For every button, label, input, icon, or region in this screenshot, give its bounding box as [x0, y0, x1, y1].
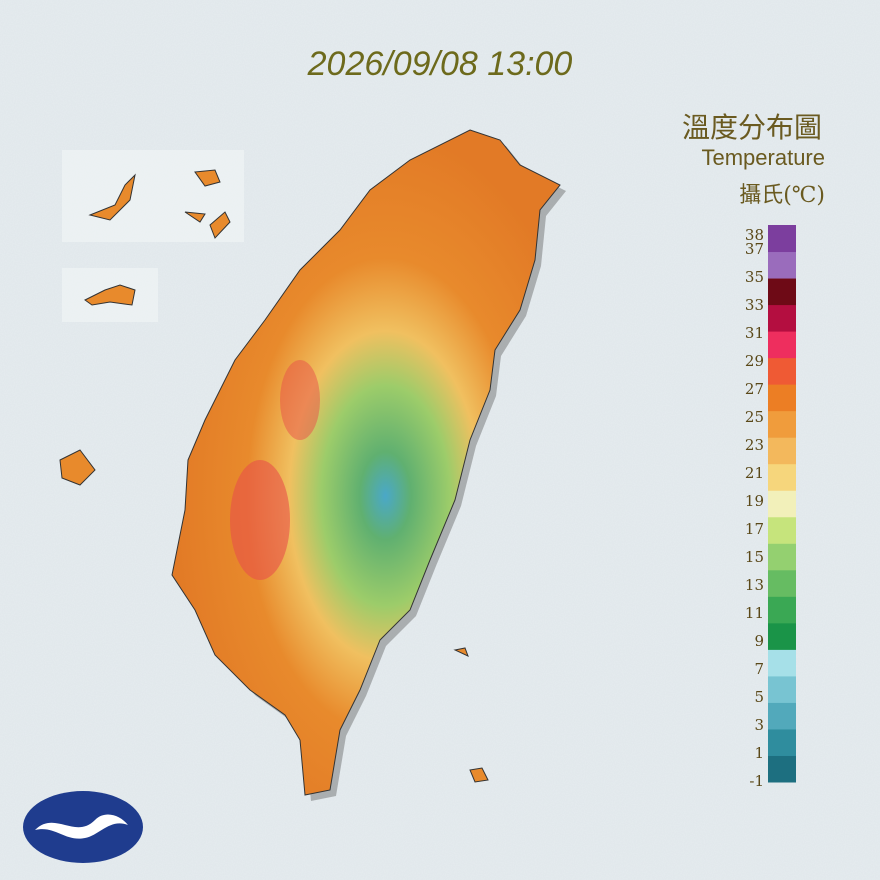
- legend-label: 33: [745, 296, 764, 314]
- legend-swatch: [768, 675, 796, 703]
- legend-swatch: [768, 569, 796, 597]
- legend-swatch: [768, 384, 796, 412]
- legend-swatch: [768, 437, 796, 465]
- legend-label: 31: [745, 324, 764, 342]
- logo-wave: [35, 814, 128, 839]
- legend-label: 27: [745, 380, 764, 398]
- legend-label: 21: [745, 464, 764, 482]
- legend-title: 溫度分布圖: [682, 111, 822, 144]
- legend-label: 11: [745, 604, 764, 622]
- matsu: [88, 173, 136, 221]
- legend-swatch: [768, 543, 796, 571]
- legend-swatch: [768, 755, 796, 783]
- hot-area: [280, 360, 320, 440]
- legend-swatch: [768, 490, 796, 518]
- matsu: [184, 169, 231, 239]
- legend-swatch: [768, 251, 796, 279]
- taiwan-island: [171, 129, 561, 796]
- legend-swatch: [768, 463, 796, 491]
- legend-label: 1: [754, 744, 764, 762]
- hot-area: [230, 460, 290, 580]
- legend-label: 19: [745, 492, 764, 510]
- legend-swatch: [768, 357, 796, 385]
- legend-swatch: [768, 516, 796, 544]
- legend-swatch: [768, 225, 796, 253]
- island: [469, 767, 489, 783]
- legend-label: 3: [754, 716, 764, 734]
- legend-swatch: [768, 596, 796, 624]
- legend-label: 35: [745, 268, 764, 286]
- taiwan-map: [59, 129, 566, 801]
- legend-label: 38: [745, 226, 764, 244]
- timestamp: 2026/09/08 13:00: [307, 45, 573, 83]
- penghu: [59, 449, 96, 486]
- legend-swatch: [768, 622, 796, 650]
- legend-label: 37: [745, 240, 764, 258]
- legend-swatch: [768, 702, 796, 730]
- legend-swatch: [768, 278, 796, 306]
- legend-label: 5: [754, 688, 764, 706]
- legend-swatch: [768, 728, 796, 756]
- legend-swatch: [768, 304, 796, 332]
- legend-swatch: [768, 649, 796, 677]
- kinmen: [84, 284, 136, 306]
- cwa-logo: [23, 791, 143, 863]
- legend-label: 29: [745, 352, 764, 370]
- legend-label: 17: [745, 520, 764, 538]
- legend-label: 9: [754, 632, 764, 650]
- island: [453, 647, 469, 657]
- legend-subtitle: Temperature: [701, 145, 825, 170]
- legend-unit: 攝氏(℃): [739, 183, 825, 208]
- legend-label: 15: [745, 548, 764, 566]
- legend-swatch: [768, 331, 796, 359]
- legend-label: 25: [745, 408, 764, 426]
- legend-swatch: [768, 410, 796, 438]
- legend-label: -1: [749, 772, 764, 790]
- legend-label: 13: [745, 576, 764, 594]
- legend-label: 23: [745, 436, 764, 454]
- legend-label: 7: [754, 660, 764, 678]
